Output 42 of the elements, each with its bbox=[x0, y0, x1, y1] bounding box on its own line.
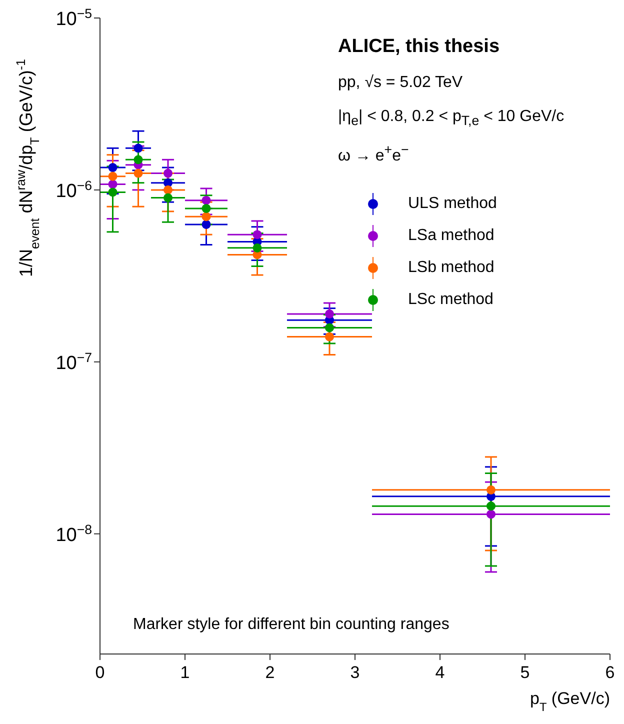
point bbox=[324, 323, 334, 332]
point bbox=[163, 168, 173, 178]
y-tick-label: 10$^{−7}$ bbox=[56, 349, 92, 374]
point bbox=[163, 193, 173, 202]
x-axis-title: p$_{T}$ (GeV/c) bbox=[530, 689, 610, 714]
text: ALICE, this thesis bbox=[338, 36, 500, 58]
point bbox=[202, 196, 211, 205]
legend-label: ULS method bbox=[408, 195, 497, 213]
point bbox=[108, 163, 118, 172]
point bbox=[486, 485, 496, 494]
y-tick-label: 10$^{−5}$ bbox=[56, 6, 92, 30]
point bbox=[202, 220, 211, 229]
point bbox=[108, 172, 118, 181]
point bbox=[134, 168, 143, 178]
point bbox=[486, 510, 496, 519]
annotation: Marker style for different bin counting ranges bbox=[133, 616, 450, 634]
point bbox=[134, 144, 143, 153]
x-tick-label: 0 bbox=[95, 663, 105, 682]
legend-label: LSc method bbox=[408, 291, 494, 309]
x-tick-label: 4 bbox=[435, 663, 445, 682]
y-tick-label: 10$^{−8}$ bbox=[56, 521, 92, 546]
legend-label: LSb method bbox=[408, 259, 494, 277]
point bbox=[163, 185, 173, 194]
legend-label: LSa method bbox=[408, 227, 494, 245]
x-tick-label: 5 bbox=[520, 663, 530, 682]
x-tick-label: 1 bbox=[180, 663, 190, 682]
point bbox=[108, 188, 118, 197]
x-tick-label: 6 bbox=[605, 663, 615, 682]
point bbox=[324, 332, 334, 342]
point bbox=[202, 204, 211, 213]
x-tick-label: 3 bbox=[350, 663, 360, 682]
point bbox=[486, 502, 496, 511]
point bbox=[324, 309, 334, 318]
point bbox=[134, 155, 143, 164]
y-tick-label: 10$^{−6}$ bbox=[56, 177, 92, 202]
annotation: |η$_{e}$| < 0.8, 0.2 < p$_{T,e}$ < 10 GeV/c bbox=[338, 108, 564, 128]
point bbox=[252, 243, 262, 252]
x-tick-label: 2 bbox=[265, 663, 275, 682]
annotation: pp, √s = 5.02 TeV bbox=[338, 74, 463, 92]
point bbox=[252, 230, 262, 240]
annotation: ω → e$^{+}$e$^{−}$ bbox=[338, 142, 409, 166]
point bbox=[202, 212, 211, 222]
